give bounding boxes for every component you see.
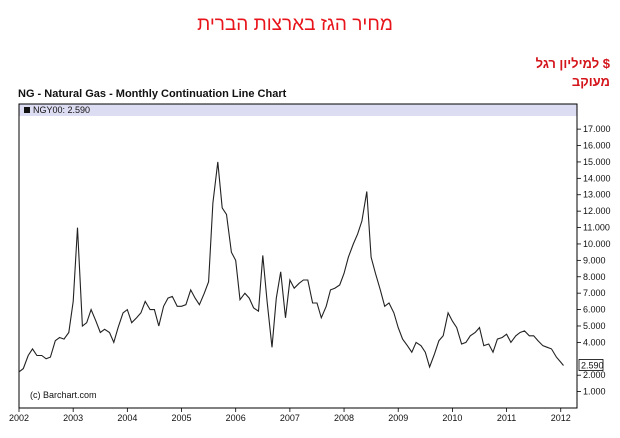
y-tick-label: 16.000 [583,141,611,151]
y-tick-label: 17.000 [583,124,611,134]
y-tick-label: 11.000 [583,223,610,233]
x-tick-label: 2005 [172,413,192,423]
hebrew-title: מחיר הגז בארצות הברית [197,14,393,35]
unit-label-line-1: $ למיליון רגל [535,56,610,71]
x-tick-label: 2003 [63,413,83,423]
y-tick-label: 7.000 [583,288,606,298]
copyright-text: (c) Barchart.com [30,390,97,400]
y-tick-label: 14.000 [583,173,611,183]
unit-label-line-2: מעוקב [571,74,610,89]
x-axis: 2002 2003 2004 2005 2006 2007 2008 2009 2010 2011… [9,408,571,423]
y-tick-label: 6.000 [583,305,606,315]
y-tick-label: 2.000 [583,370,606,380]
y-tick-label: 15.000 [583,157,611,167]
x-tick-label: 2002 [9,413,29,423]
legend-square-icon [24,107,30,113]
last-value-box [578,359,604,371]
y-tick-label: 8.000 [583,272,606,282]
x-tick-label: 2011 [497,413,516,423]
y-tick-label: 13.000 [583,190,611,200]
legend-band [19,104,577,116]
series-line [18,161,564,373]
x-tick-label: 2006 [226,413,246,423]
x-tick-label: 2008 [334,413,354,423]
x-tick-label: 2009 [388,413,408,423]
y-tick-label: 10.000 [583,239,611,249]
x-tick-label: 2007 [280,413,300,423]
y-tick-label: 4.000 [583,337,606,347]
y-axis: 1.000 2.000 4.000 5.000 6.000 7.000 8.000 9.000… [577,124,611,397]
y-tick-label: 12.000 [583,206,611,216]
x-tick-label: 2010 [442,413,462,423]
legend-label: NGY00: 2.590 [33,105,90,115]
y-tick-label: 1.000 [583,387,606,397]
x-tick-label: 2004 [117,413,137,423]
plot-frame [18,103,578,409]
last-value-label: 2.590 [581,361,604,371]
unit-label: $ למיליון רגל מעוקב [536,55,610,91]
chart-title: NG - Natural Gas - Monthly Continuation … [18,88,287,100]
y-tick-label: 5.000 [583,321,606,331]
y-tick-label: 9.000 [583,255,606,265]
x-tick-label: 2012 [551,413,571,423]
